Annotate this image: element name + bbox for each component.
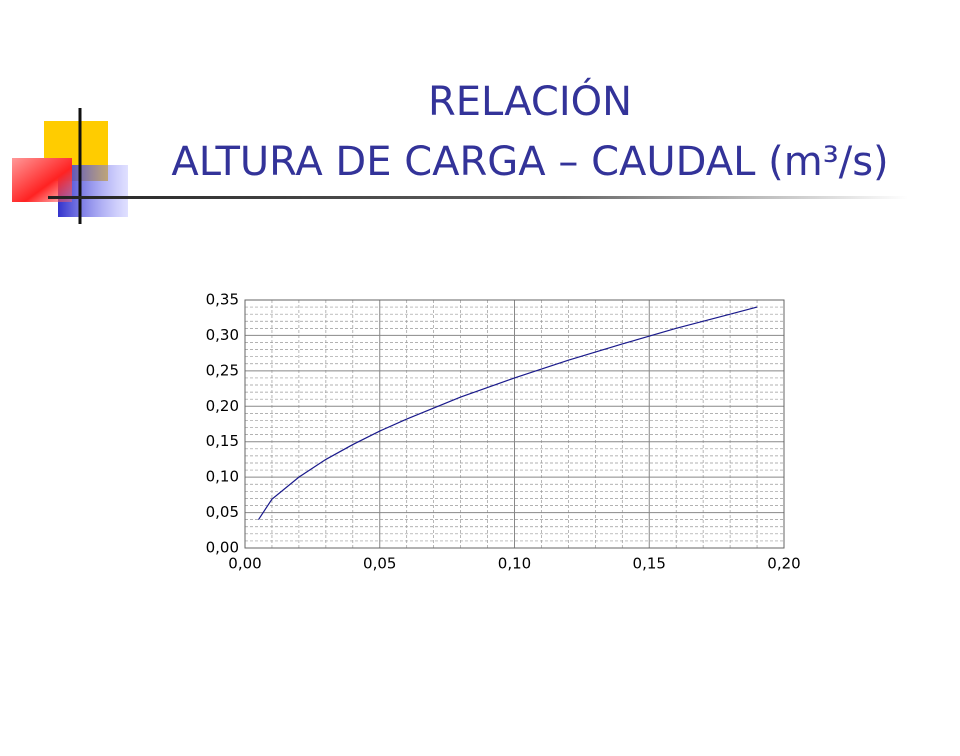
y-tick-label: 0,35 <box>206 291 239 309</box>
y-tick-label: 0,15 <box>206 432 239 450</box>
x-tick-label: 0,00 <box>228 555 261 573</box>
y-tick-label: 0,20 <box>206 397 239 415</box>
x-tick-label: 0,20 <box>767 555 800 573</box>
chart-subtitle: ALTURA DE CARGA – CAUDAL (m³/s) <box>171 139 888 185</box>
y-tick-label: 0,10 <box>206 468 239 486</box>
y-tick-label: 0,30 <box>206 326 239 344</box>
y-tick-label: 0,00 <box>206 539 239 557</box>
y-tick-label: 0,25 <box>206 361 239 379</box>
chart-title: RELACIÓN <box>428 77 632 125</box>
title-rule <box>48 196 908 199</box>
logo-red <box>12 158 72 202</box>
line-series <box>257 306 758 520</box>
logo <box>12 108 128 224</box>
y-tick-label: 0,05 <box>206 503 239 521</box>
plot: 0,00 0,05 0,10 0,15 0,20 0,25 0,30 0,35 0,00 0,05… <box>206 291 801 573</box>
x-tick-label: 0,05 <box>363 555 396 573</box>
plot-frame <box>244 299 785 549</box>
x-tick-label: 0,10 <box>498 555 531 573</box>
x-tick-label: 0,15 <box>633 555 666 573</box>
